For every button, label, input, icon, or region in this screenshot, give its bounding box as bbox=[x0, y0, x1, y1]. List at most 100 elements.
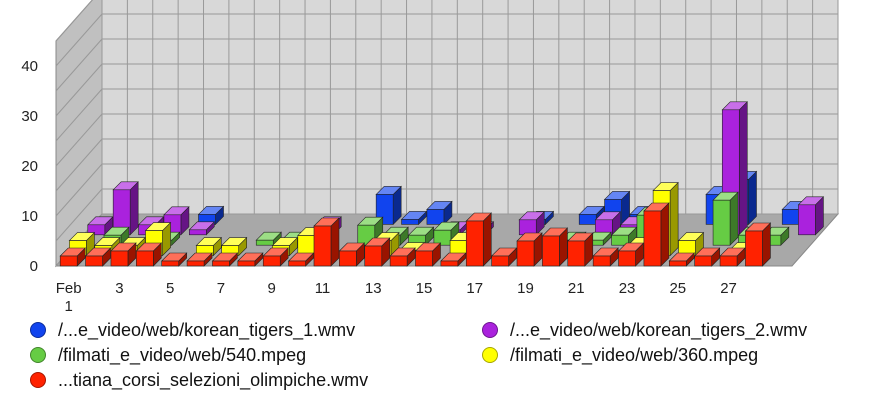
x-tick-label: 19 bbox=[517, 280, 534, 297]
legend-item: /...e_video/web/korean_tigers_1.wmv bbox=[30, 320, 355, 340]
legend-item: ...tiana_corsi_selezioni_olimpiche.wmv bbox=[30, 370, 368, 390]
x-tick-label: 1 bbox=[65, 298, 73, 315]
bar bbox=[84, 247, 112, 267]
bar bbox=[197, 205, 225, 226]
bar bbox=[87, 216, 114, 236]
bar-front bbox=[668, 260, 687, 267]
bar bbox=[744, 222, 772, 267]
bar-front bbox=[433, 229, 452, 246]
bar-front bbox=[567, 240, 586, 267]
bar bbox=[426, 200, 453, 226]
legend: /...e_video/web/korean_tigers_1.wmv /...… bbox=[30, 320, 880, 390]
bar bbox=[490, 247, 518, 267]
bar-side bbox=[669, 181, 679, 257]
bar-front bbox=[237, 260, 256, 267]
x-tick-label: 5 bbox=[166, 280, 174, 297]
bar bbox=[610, 226, 638, 246]
y-tick-label: 30 bbox=[21, 108, 38, 125]
bar-front bbox=[415, 250, 433, 267]
y-tick-label: 20 bbox=[21, 158, 38, 175]
x-tick-label: 23 bbox=[619, 280, 636, 297]
bar bbox=[237, 252, 264, 267]
x-tick-label: 27 bbox=[720, 280, 737, 297]
bar-front bbox=[465, 220, 484, 267]
bar bbox=[211, 252, 239, 267]
bar bbox=[677, 231, 705, 257]
legend-label: /...e_video/web/korean_tigers_1.wmv bbox=[58, 319, 356, 340]
bar-side bbox=[729, 191, 739, 246]
bar bbox=[567, 232, 594, 267]
legend-dot bbox=[482, 347, 498, 363]
bar-front bbox=[262, 255, 281, 267]
bar-front bbox=[516, 240, 535, 267]
legend-dot bbox=[482, 322, 498, 338]
legend-label: /...e_video/web/korean_tigers_2.wmv bbox=[510, 319, 808, 340]
bar bbox=[375, 185, 402, 226]
bar-front bbox=[643, 210, 662, 267]
back-wall bbox=[101, 0, 839, 215]
x-tick-label: 13 bbox=[365, 280, 382, 297]
bar-front bbox=[401, 219, 419, 225]
x-tick-label: Feb bbox=[56, 280, 82, 297]
bar-front bbox=[87, 224, 106, 236]
bar bbox=[592, 247, 619, 267]
bar-front bbox=[745, 230, 763, 267]
y-tick-label: 10 bbox=[21, 208, 38, 225]
gridline bbox=[55, 113, 103, 167]
gridline bbox=[55, 163, 103, 217]
bar bbox=[400, 210, 428, 226]
legend-dot bbox=[30, 322, 46, 338]
bar bbox=[59, 247, 86, 267]
gridline bbox=[55, 63, 103, 117]
bar-front bbox=[542, 235, 560, 267]
bar bbox=[541, 227, 569, 267]
bar-front bbox=[781, 209, 800, 225]
bar-front bbox=[518, 219, 537, 236]
bar bbox=[440, 252, 467, 267]
bar bbox=[465, 212, 492, 267]
bar-side bbox=[482, 212, 492, 267]
bar bbox=[112, 181, 139, 236]
bar-front bbox=[618, 250, 636, 267]
bar-front bbox=[364, 245, 383, 267]
bar bbox=[135, 242, 163, 267]
gridline bbox=[55, 138, 103, 192]
bar bbox=[719, 247, 746, 267]
bar bbox=[313, 217, 340, 267]
gridline bbox=[55, 38, 103, 92]
bar-front bbox=[110, 250, 129, 267]
chart-grid bbox=[54, 0, 840, 268]
x-tick-label: 25 bbox=[669, 280, 686, 297]
bar bbox=[414, 242, 442, 267]
x-tick-label: 15 bbox=[416, 280, 433, 297]
bar bbox=[516, 232, 543, 267]
legend-label: /filmati_e_video/web/360.mpeg bbox=[510, 344, 759, 365]
gridline bbox=[55, 188, 103, 242]
bar bbox=[220, 236, 248, 257]
x-tick-label: 17 bbox=[466, 280, 483, 297]
bar-front bbox=[313, 225, 332, 267]
bar-front bbox=[611, 234, 629, 246]
bar bbox=[712, 191, 739, 246]
bar-side bbox=[660, 202, 670, 267]
chart-bars bbox=[59, 101, 825, 267]
bar bbox=[186, 252, 213, 267]
legend-label: ...tiana_corsi_selezioni_olimpiche.wmv bbox=[58, 369, 369, 390]
bar-front bbox=[798, 204, 816, 236]
bar-front bbox=[712, 199, 731, 246]
bar bbox=[407, 226, 435, 246]
y-tick-label: 40 bbox=[21, 58, 38, 75]
bar-front bbox=[592, 255, 611, 267]
bar bbox=[188, 221, 216, 236]
bar-front bbox=[491, 255, 509, 267]
bar-front bbox=[578, 214, 597, 225]
bar-front bbox=[255, 239, 274, 246]
x-tick-label: 11 bbox=[315, 280, 331, 297]
bar-front bbox=[426, 209, 445, 225]
bar bbox=[338, 242, 366, 267]
legend-item: /filmati_e_video/web/360.mpeg bbox=[482, 345, 758, 365]
legend-item: /filmati_e_video/web/540.mpeg bbox=[30, 345, 306, 365]
y-tick-label: 0 bbox=[30, 258, 38, 275]
bar-front bbox=[389, 255, 408, 267]
x-tick-label: 7 bbox=[217, 280, 225, 297]
